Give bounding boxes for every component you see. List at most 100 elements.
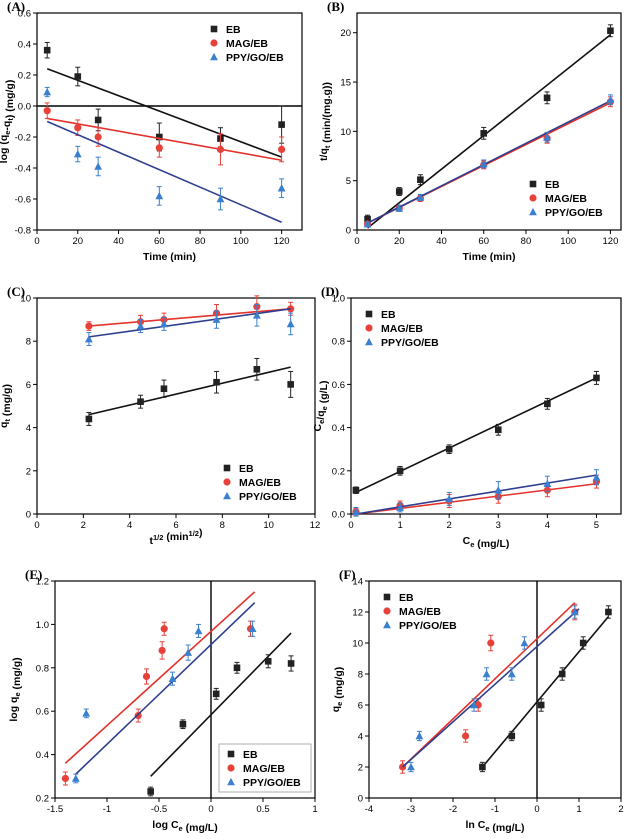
- x-tick-label: 3: [496, 520, 501, 531]
- x-tick-label: 0: [34, 236, 39, 247]
- x-tick-label: 1: [397, 520, 402, 531]
- legend-label-eb: EB: [226, 24, 241, 36]
- superscript: 1/2: [153, 533, 163, 542]
- fit-line: [75, 602, 256, 775]
- y-tick-label: 6: [26, 380, 31, 391]
- data-point: [352, 507, 360, 516]
- data-point: [494, 426, 502, 434]
- data-point: [94, 116, 102, 124]
- data-point: [136, 321, 145, 330]
- data-point: [248, 624, 257, 633]
- data-point: [85, 415, 93, 423]
- y-tick-label: 10: [20, 294, 31, 305]
- y-tick-label: 2: [26, 466, 31, 477]
- x-tick-label: 0: [34, 520, 39, 531]
- legend-marker-mag-eb: [365, 324, 373, 332]
- legend-label-mag-eb: MAG/EB: [226, 38, 268, 50]
- y-tick-label: 0.6: [36, 707, 49, 718]
- x-tick-label: 2: [618, 804, 623, 815]
- subscript: e: [179, 824, 183, 833]
- legend-label-ppy-go-eb: PPY/GO/EB: [399, 620, 457, 632]
- fit-line: [481, 616, 610, 768]
- y-tick-label: 0.8: [332, 337, 345, 348]
- data-point: [286, 319, 295, 328]
- y-tick-label: 8: [26, 337, 31, 348]
- x-tick-label: 10: [263, 520, 274, 531]
- y-tick-label: 4: [26, 423, 31, 434]
- x-tick-label: 20: [72, 236, 83, 247]
- title-text: ln C: [465, 819, 485, 831]
- y-tick-label: 0.0: [332, 510, 345, 521]
- legend-label-mag-eb: MAG/EB: [381, 323, 423, 335]
- data-point: [212, 690, 220, 698]
- series-ppy-go-eb: [71, 602, 257, 784]
- data-point: [470, 700, 478, 709]
- data-point: [74, 73, 82, 80]
- data-point: [544, 400, 551, 408]
- x-tick-label: 0: [208, 804, 213, 815]
- series-eb: [479, 605, 612, 773]
- data-point: [462, 732, 470, 740]
- y-tick-label: 0.4: [332, 423, 345, 434]
- data-point: [84, 334, 93, 343]
- legend-label-eb: EB: [239, 463, 254, 475]
- y-tick-label: 20: [340, 28, 351, 39]
- y-tick-label: -0.4: [15, 164, 31, 175]
- x-tick-label: 2: [81, 520, 86, 531]
- y-tick-label: 10: [352, 639, 363, 650]
- subscript: t: [6, 118, 15, 121]
- y-tick-label: 1.2: [36, 577, 49, 588]
- y-tick-label: 0: [26, 510, 31, 521]
- data-point: [537, 701, 545, 709]
- data-point: [71, 774, 80, 782]
- fit-line: [47, 117, 282, 162]
- series-ppy-go-eb: [84, 303, 295, 347]
- x-tick-label: 120: [274, 236, 290, 247]
- x-tick-label: -1.5: [47, 804, 63, 815]
- fit-line: [355, 474, 597, 515]
- plot-frame: [54, 580, 316, 799]
- panel-label: (E): [25, 567, 42, 582]
- x-tick-label: 100: [560, 236, 576, 247]
- x-tick-label: 40: [436, 236, 447, 247]
- y-tick-label: 0.0: [18, 102, 31, 113]
- chart-a: (A) 0 20 40 60 80 100 120 -0.8 -0.6 -0.4 -0.2 0.0 0.2…: [0, 0, 303, 263]
- y-tick-label: -0.6: [15, 195, 31, 206]
- fit-line: [355, 482, 597, 515]
- x-tick-label: 60: [478, 236, 489, 247]
- title-text: -q: [1, 121, 13, 131]
- y-tick-label: 0.4: [18, 40, 31, 51]
- data-point: [417, 176, 424, 183]
- x-tick-label: 40: [113, 236, 124, 247]
- y-tick-label: 0: [358, 794, 363, 805]
- data-point: [253, 365, 261, 373]
- data-point: [212, 315, 221, 323]
- data-point: [607, 27, 614, 35]
- data-point: [147, 788, 154, 795]
- subscript: t: [3, 419, 12, 422]
- legend-marker-eb: [223, 464, 231, 472]
- title-text: /q: [315, 410, 327, 419]
- y-tick-label: 0.2: [18, 71, 31, 82]
- legend-label-eb: EB: [399, 592, 414, 604]
- y-axis-title: qt (mg/g): [0, 384, 13, 428]
- series-mag-eb: [399, 602, 579, 774]
- data-point: [543, 479, 552, 488]
- title-text: (mg/L): [490, 822, 525, 834]
- title-text: (min: [163, 531, 188, 543]
- x-tick-label: 120: [603, 236, 619, 247]
- y-axis-title: log qe (mg/g): [8, 657, 23, 721]
- data-point: [85, 322, 93, 330]
- legend-marker-eb: [529, 180, 537, 188]
- y-tick-label: 0.6: [332, 380, 345, 391]
- fit-line: [402, 602, 576, 768]
- y-tick-label: 0.6: [18, 9, 31, 20]
- y-tick-label: 0.2: [36, 794, 49, 805]
- data-point: [570, 607, 579, 616]
- subscript: e: [3, 131, 12, 135]
- title-text: (mg/g): [11, 657, 23, 692]
- data-point: [593, 374, 600, 382]
- legend-marker-eb: [383, 593, 391, 601]
